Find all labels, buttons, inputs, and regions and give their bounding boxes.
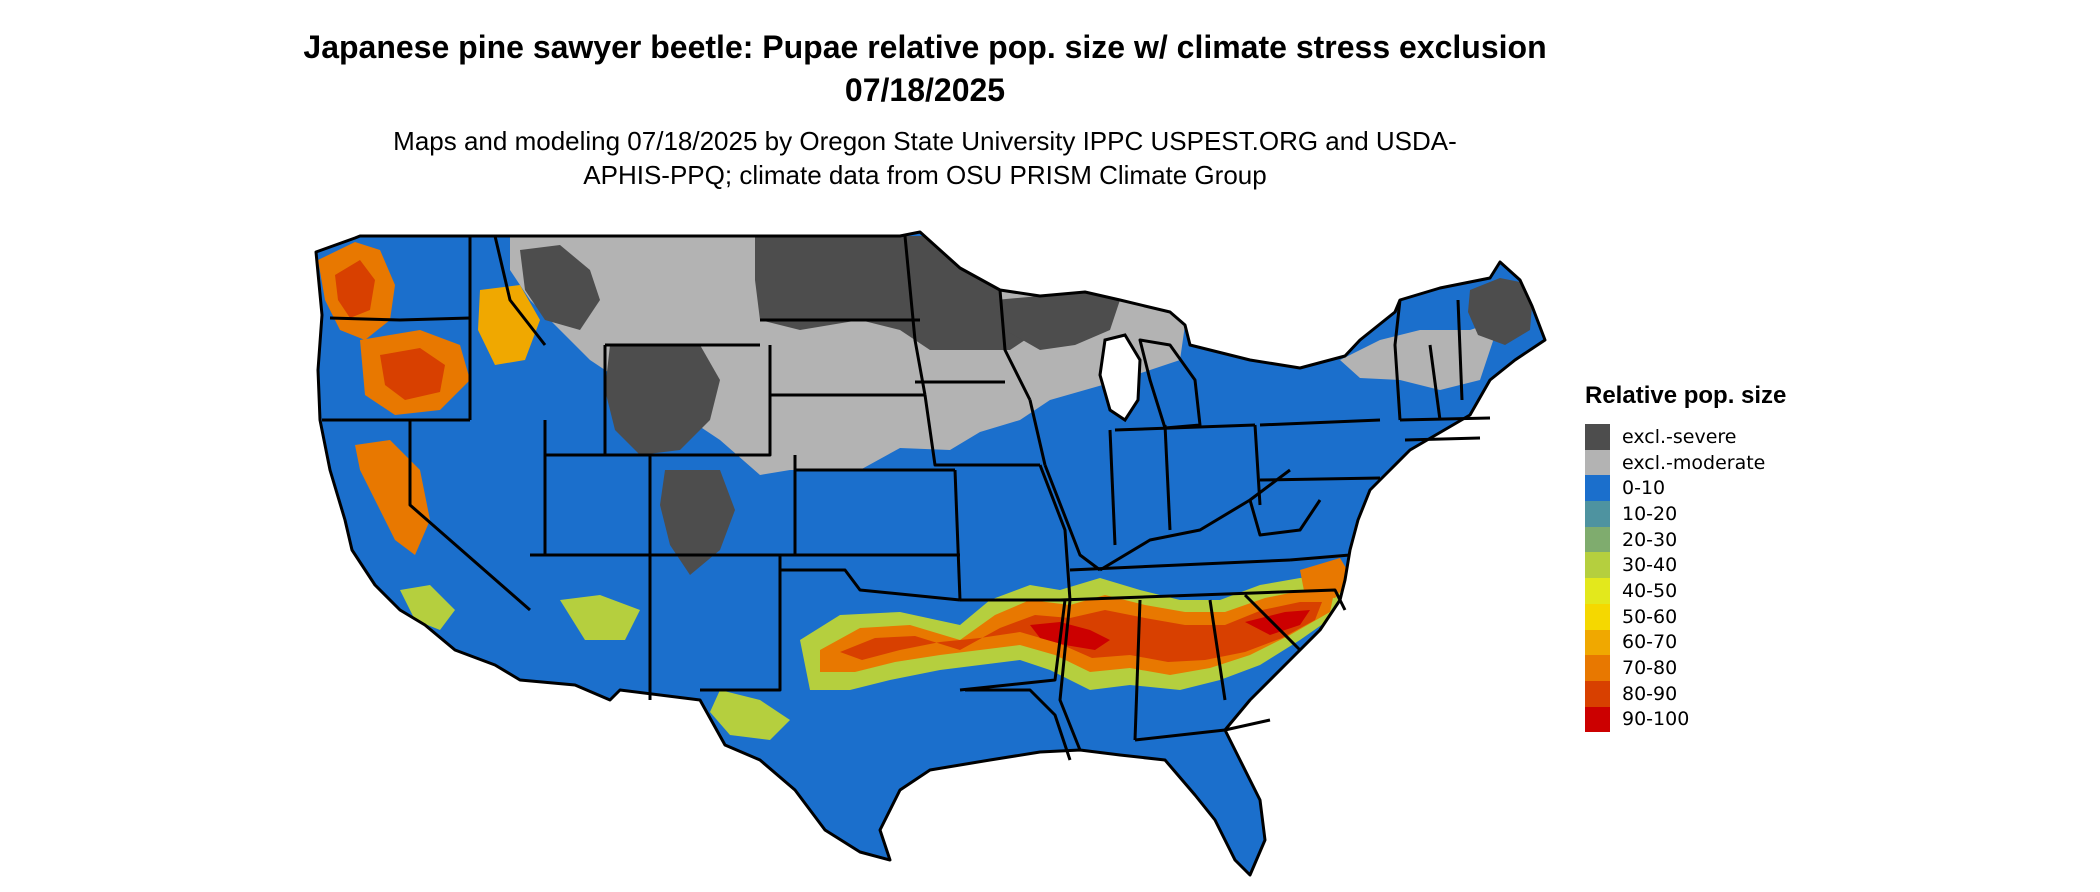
border-ga-sc: [1243, 593, 1302, 652]
pop-carolina-coast: [1300, 558, 1352, 598]
border-oh-river: [1099, 468, 1291, 572]
border-mo-w: [953, 469, 962, 601]
border-wy-box: [603, 345, 772, 457]
legend: Relative pop. size excl.-severe excl.-mo…: [1585, 382, 1787, 733]
legend-swatch: [1585, 449, 1610, 476]
border-ca-nv: [408, 420, 531, 612]
legend-label: 70-80: [1622, 657, 1678, 680]
legend-item-70-80: 70-80: [1585, 655, 1786, 681]
border-va-nc: [1289, 553, 1351, 562]
border-wa-or: [329, 316, 471, 322]
border-ms-al: [1133, 599, 1142, 741]
map-subtitle: Maps and modeling 07/18/2025 by Oregon S…: [393, 126, 1457, 190]
border-mn-wi: [998, 289, 1032, 401]
excl-severe-colorado: [660, 470, 735, 575]
border-il-in: [1108, 429, 1117, 546]
legend-swatch: [1585, 706, 1610, 733]
legend-item-0-10: 0-10: [1585, 475, 1786, 502]
border-fl: [1134, 718, 1271, 742]
legend-label: 60-70: [1622, 631, 1678, 654]
legend-swatch: [1585, 680, 1610, 707]
excl-severe-wyoming: [605, 345, 720, 455]
pop-pacific-northwest-core: [335, 260, 375, 318]
legend-swatch: [1585, 475, 1610, 502]
legend-label: 40-50: [1622, 579, 1678, 602]
legend-swatch: [1585, 424, 1610, 450]
legend-item-50-60: 50-60: [1585, 603, 1786, 630]
legend-label: 0-10: [1622, 477, 1666, 500]
legend-label: 10-20: [1622, 502, 1678, 525]
border-ky-tn: [1069, 558, 1291, 572]
legend-label: 30-40: [1622, 554, 1678, 577]
legend-swatch: [1585, 578, 1610, 604]
legend-label: 90-100: [1622, 708, 1690, 731]
border-la: [965, 688, 1072, 761]
border-ny-new-england: [1393, 299, 1402, 421]
legend-label: excl.-moderate: [1622, 451, 1766, 474]
legend-label: 20-30: [1622, 528, 1678, 551]
border-nm-tx: [700, 555, 782, 692]
border-in-oh: [1163, 424, 1172, 531]
legend-item-10-20: 10-20: [1585, 501, 1786, 527]
border-wv: [1248, 499, 1322, 537]
legend-swatch: [1585, 603, 1610, 630]
pop-arizona-rim: [560, 595, 640, 640]
lake-michigan: [1098, 333, 1142, 423]
excl-severe-montana-spots: [520, 245, 600, 330]
legend-swatch: [1585, 552, 1610, 579]
border-nh-me: [1456, 299, 1464, 401]
legend-swatch: [1585, 655, 1610, 681]
border-il-s: [1043, 464, 1101, 572]
national-outline: [314, 230, 1547, 877]
border-ia-mo: [923, 394, 1040, 467]
border-michigan-lp: [1138, 338, 1202, 430]
border-ma: [1399, 416, 1491, 422]
border-ar: [959, 598, 1067, 692]
legend-label: 50-60: [1622, 605, 1678, 628]
legend-item-40-50: 40-50: [1585, 578, 1786, 604]
border-ms-w: [1058, 599, 1082, 751]
border-ct: [1404, 436, 1481, 442]
legend-item-excl-severe: excl.-severe: [1585, 424, 1786, 450]
border-nc-sc: [1279, 588, 1347, 611]
legend-swatch: [1585, 501, 1610, 527]
border-tn-south: [1059, 590, 1281, 602]
border-vt-nh: [1428, 344, 1442, 421]
legend-swatch: [1585, 526, 1610, 553]
border-mt-id: [493, 235, 547, 346]
legend-title: Relative pop. size: [1585, 382, 1787, 409]
legend-item-excl-moderate: excl.-moderate: [1585, 449, 1786, 476]
legend-item-60-70: 60-70: [1585, 629, 1786, 656]
pop-southern-california: [400, 585, 455, 630]
legend-label: excl.-severe: [1622, 425, 1737, 448]
border-ok-tx: [780, 568, 961, 602]
map-title: Japanese pine sawyer beetle: Pupae relat…: [303, 29, 1547, 108]
legend-item-90-100: 90-100: [1585, 706, 1786, 733]
legend-swatch: [1585, 629, 1610, 656]
excl-moderate-zone: [510, 236, 1185, 475]
pop-band-90-100: [1030, 610, 1310, 650]
excl-severe-maine: [1468, 278, 1532, 345]
legend-item-80-90: 80-90: [1585, 680, 1786, 707]
legend-item-30-40: 30-40: [1585, 552, 1786, 579]
pop-oregon-cascades-core: [380, 348, 445, 400]
border-dakotas-mn: [903, 235, 927, 396]
state-borders: [314, 230, 1547, 877]
pop-texas-central: [710, 690, 790, 740]
border-ut-co: [545, 453, 652, 555]
border-pa-ny: [1259, 418, 1381, 427]
legend-item-20-30: 20-30: [1585, 526, 1786, 553]
legend-label: 80-90: [1622, 682, 1678, 705]
border-mo-e: [1038, 464, 1072, 601]
pop-idaho-mountains: [478, 285, 540, 365]
border-ia-il: [1028, 399, 1047, 466]
border-pa-s: [1259, 476, 1381, 482]
excl-severe-wisconsin-michigan: [995, 292, 1120, 350]
border-al-ga: [1208, 599, 1227, 701]
